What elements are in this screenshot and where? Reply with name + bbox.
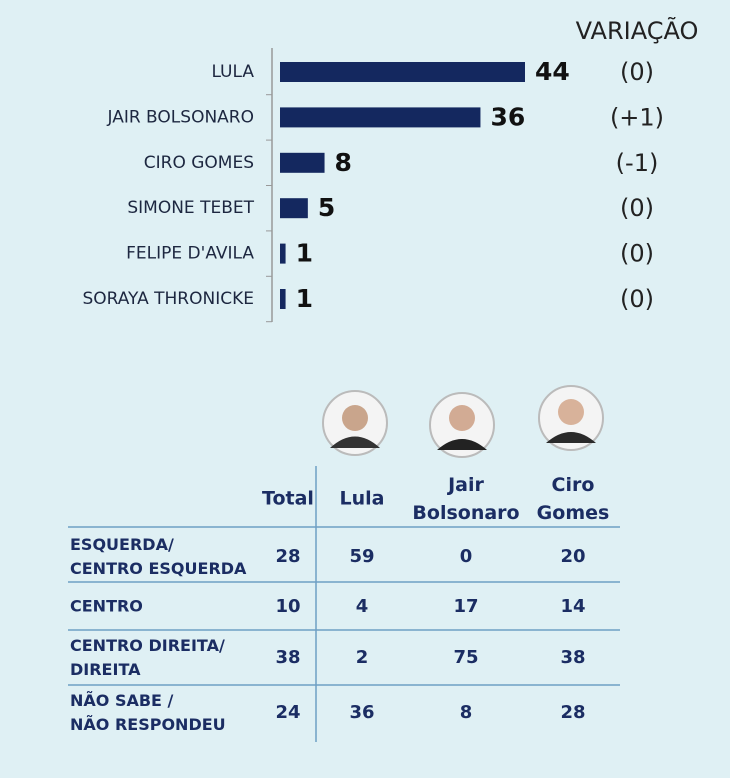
category-label: JAIR BOLSONARO [106, 107, 254, 127]
value-label: 5 [318, 193, 335, 222]
cell: 38 [275, 647, 300, 668]
variation: (0) [620, 58, 654, 86]
cell: 28 [560, 702, 585, 723]
category-label: SORAYA THRONICKE [82, 289, 254, 309]
bar [280, 107, 481, 128]
face [342, 405, 368, 431]
cell: 10 [275, 596, 300, 617]
suit [437, 439, 487, 450]
suit [330, 436, 380, 448]
column-header: Total [262, 488, 314, 510]
bar [280, 198, 308, 219]
category-label: CIRO GOMES [144, 153, 254, 173]
row-label: CENTRO DIREITA/DIREITA [70, 636, 225, 679]
cell: 28 [275, 546, 300, 567]
row-label: ESQUERDA/CENTRO ESQUERDA [70, 535, 247, 578]
cell: 20 [560, 546, 585, 567]
row-label: CENTRO [70, 597, 143, 616]
variation: (0) [620, 240, 654, 268]
cell: 75 [453, 647, 478, 668]
face [449, 405, 475, 431]
cell: 36 [349, 702, 374, 723]
value-label: 1 [296, 239, 313, 268]
bar [280, 289, 286, 309]
cell: 14 [560, 596, 585, 617]
column-header: Jair Bolsonaro [412, 474, 519, 524]
variation: (+1) [610, 103, 664, 131]
category-label: LULA [211, 62, 254, 82]
cell: 8 [460, 702, 473, 723]
variation-title: VARIAÇÃO [576, 15, 699, 45]
value-label: 44 [535, 57, 570, 86]
cell: 59 [349, 546, 374, 567]
cell: 17 [453, 596, 478, 617]
bar [280, 152, 325, 173]
row-label: NÃO SABE / NÃO RESPONDEU [70, 691, 226, 734]
cell: 4 [356, 596, 369, 617]
suit [546, 432, 596, 443]
bar [280, 243, 286, 264]
value-label: 36 [490, 102, 525, 131]
photos [322, 385, 604, 458]
value-label: 1 [296, 284, 313, 313]
variation: (0) [620, 285, 654, 313]
variation: (-1) [616, 149, 659, 177]
cell: 0 [460, 546, 473, 567]
cell: 2 [356, 647, 369, 668]
variation: (0) [620, 194, 654, 222]
column-header: Lula [340, 488, 385, 510]
value-label: 8 [335, 148, 352, 177]
category-label: FELIPE D'AVILA [126, 244, 254, 264]
column-header: Ciro Gomes [537, 474, 610, 524]
category-label: SIMONE TEBET [127, 198, 254, 218]
bar [280, 62, 525, 82]
face [558, 399, 584, 425]
cell: 24 [275, 702, 300, 723]
cell: 38 [560, 647, 585, 668]
